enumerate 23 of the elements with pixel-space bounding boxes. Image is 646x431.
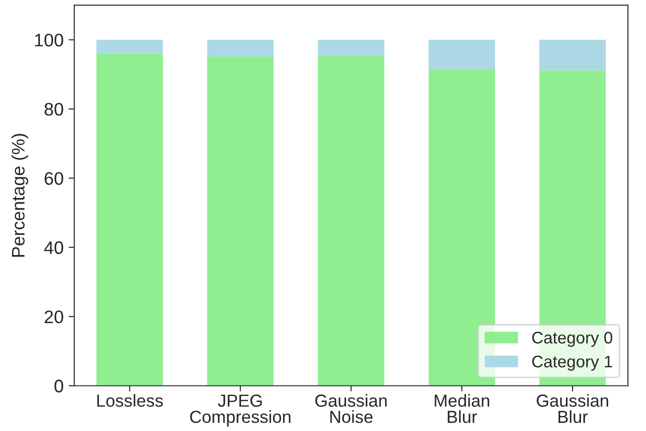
y-axis-title: Percentage (%) [11,134,28,257]
y-tick-label: 100 [35,34,64,46]
y-tick-label: 40 [44,241,64,254]
legend-label: Category 0 [532,332,612,347]
y-tick-label: 0 [54,380,64,392]
bar [428,40,496,70]
bar [318,40,384,56]
bar [207,40,274,56]
y-tick-label: 20 [44,310,64,324]
bar [96,40,163,54]
legend-label: Category 1 [532,356,612,371]
bar [207,56,274,386]
y-tick-label: 60 [44,172,64,185]
x-tick-label: Gaussian Noise [315,394,387,424]
x-tick-label: Median Blur [434,394,490,424]
y-tick-label: 80 [44,102,64,116]
x-tick-label: Gaussian Blur [536,394,608,424]
x-tick-label: JPEG Compression [190,394,290,426]
bar [428,70,496,386]
x-tick-label: Lossless [97,394,163,407]
bar [539,40,606,70]
bar [96,53,163,386]
bar [318,55,384,386]
